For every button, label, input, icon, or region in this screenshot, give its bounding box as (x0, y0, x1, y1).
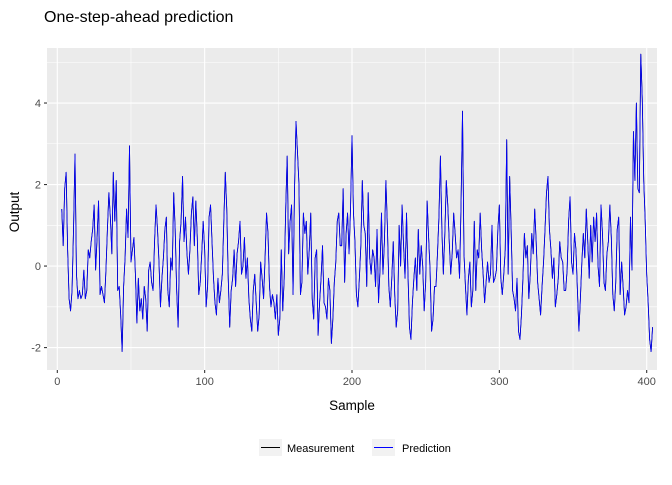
y-tick-3: 4 (35, 98, 47, 110)
y-tick-2: 2 (35, 180, 47, 192)
x-tick-4: 400 (638, 370, 656, 388)
x-tick-1: 100 (195, 370, 214, 388)
legend: Measurement Prediction (259, 439, 451, 456)
y-tick-label: 0 (35, 261, 41, 273)
legend-label-prediction: Prediction (402, 443, 451, 455)
y-axis-title: Output (7, 191, 22, 232)
y-tick-1: 0 (35, 261, 47, 273)
chart-title: One-step-ahead prediction (44, 9, 233, 26)
x-axis: 0 100 200 300 400 (54, 370, 656, 388)
x-tick-0: 0 (54, 370, 60, 388)
x-tick-label: 200 (343, 376, 361, 388)
legend-label-measurement: Measurement (287, 443, 354, 455)
x-tick-label: 0 (54, 376, 60, 388)
x-tick-label: 100 (195, 376, 213, 388)
legend-item-prediction: Prediction (372, 439, 451, 456)
x-tick-3: 300 (490, 370, 509, 388)
y-tick-label: 4 (35, 98, 41, 110)
y-tick-0: -2 (31, 343, 47, 355)
y-tick-label: 2 (35, 180, 41, 192)
y-tick-label: -2 (31, 343, 41, 355)
major-gridlines (47, 48, 657, 370)
x-tick-label: 300 (490, 376, 508, 388)
x-tick-2: 200 (343, 370, 361, 388)
x-axis-title: Sample (329, 398, 375, 413)
legend-item-measurement: Measurement (259, 439, 354, 456)
y-axis: -2 0 2 4 (31, 98, 47, 355)
series-layer (61, 53, 653, 353)
x-tick-label: 400 (638, 376, 656, 388)
series-line-prediction (61, 53, 653, 353)
